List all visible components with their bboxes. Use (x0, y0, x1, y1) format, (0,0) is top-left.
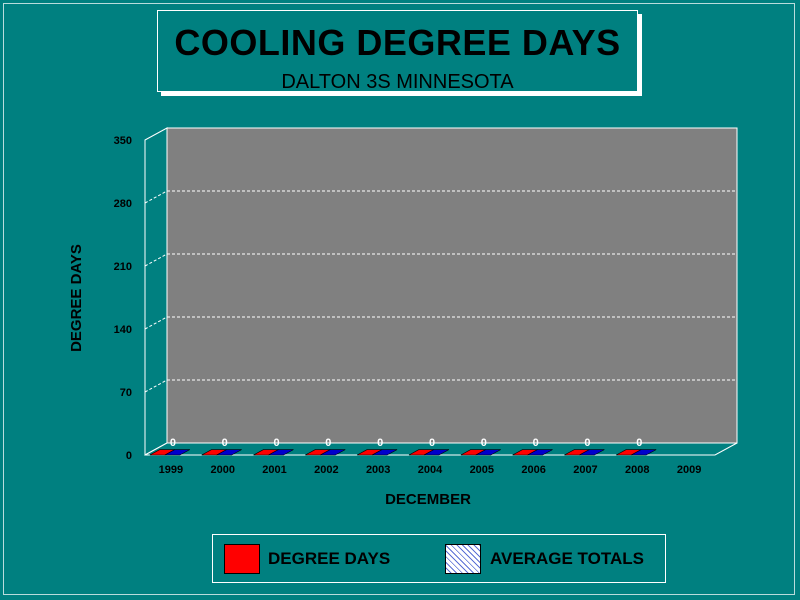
x-tick-label: 2000 (210, 464, 234, 476)
data-label: 0 (429, 437, 435, 449)
x-tick-label: 2001 (262, 464, 286, 476)
y-tick-label: 280 (114, 198, 132, 210)
x-tick-label: 2005 (470, 464, 494, 476)
legend-swatch-degree-days (224, 544, 260, 574)
x-tick-label: 2002 (314, 464, 338, 476)
chart-title: COOLING DEGREE DAYS (174, 22, 621, 63)
x-tick-label: 2006 (521, 464, 545, 476)
bar-average-totals (631, 449, 657, 456)
y-tick-label: 210 (114, 261, 132, 273)
x-tick-label: 2008 (625, 464, 649, 476)
x-tick-label: 2007 (573, 464, 597, 476)
data-label: 0 (273, 437, 279, 449)
data-label: 0 (584, 437, 590, 449)
bar-average-totals (216, 449, 242, 456)
bar-average-totals (423, 449, 450, 456)
gridline-side (144, 190, 168, 204)
legend: DEGREE DAYS AVERAGE TOTALS (212, 534, 666, 583)
data-label: 0 (636, 437, 642, 449)
title-box: COOLING DEGREE DAYS DALTON 3S MINNESOTA (157, 10, 638, 93)
bar-average-totals (372, 449, 398, 456)
plot-side-wall (144, 127, 168, 456)
y-tick-label: 0 (126, 450, 132, 462)
bar-average-totals (475, 449, 501, 456)
data-label: 0 (222, 437, 228, 449)
data-label: 0 (170, 437, 176, 449)
bar-average-totals (579, 449, 605, 456)
bar-average-totals (268, 449, 294, 456)
bar-average-totals (164, 449, 190, 456)
data-label: 0 (481, 437, 487, 449)
x-tick-label: 2003 (366, 464, 390, 476)
chart-frame (3, 3, 795, 595)
legend-label-degree-days: DEGREE DAYS (268, 549, 391, 568)
y-tick-label: 140 (114, 324, 132, 336)
gridline-side (144, 379, 168, 393)
gridline-side (144, 316, 168, 330)
plot-back-wall (166, 127, 738, 444)
legend-swatch-average-totals (445, 544, 481, 574)
bar-average-totals (320, 449, 346, 456)
y-axis-label: DEGREE DAYS (68, 244, 85, 352)
y-tick-label: 70 (120, 387, 132, 399)
data-label: 0 (377, 437, 383, 449)
y-tick-label: 350 (114, 135, 132, 147)
data-label: 0 (533, 437, 539, 449)
data-label: 0 (325, 437, 331, 449)
legend-label-average-totals: AVERAGE TOTALS (490, 549, 644, 568)
chart-subtitle: DALTON 3S MINNESOTA (281, 71, 514, 93)
x-axis-label: DECEMBER (385, 491, 471, 508)
x-tick-label: 2009 (677, 464, 701, 476)
x-tick-label: 2004 (418, 464, 443, 476)
gridline-side (144, 253, 168, 267)
x-tick-label: 1999 (159, 464, 183, 476)
bar-average-totals (527, 449, 553, 456)
